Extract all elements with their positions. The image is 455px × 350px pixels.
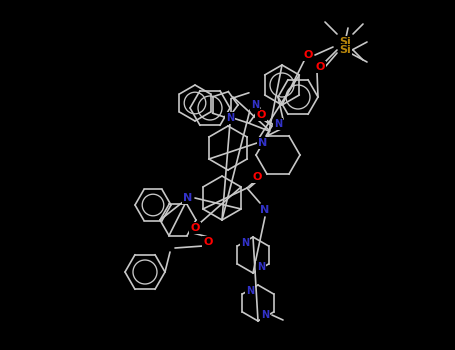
Text: N: N [260, 205, 270, 215]
Text: N: N [257, 262, 265, 272]
Text: N: N [246, 286, 254, 296]
Text: N: N [183, 193, 192, 203]
Text: N: N [258, 138, 268, 148]
Text: Si: Si [339, 37, 351, 47]
Text: N: N [226, 113, 234, 123]
Text: O: O [203, 237, 212, 247]
Text: N: N [274, 119, 282, 129]
Text: O: O [190, 223, 200, 233]
Text: O: O [315, 62, 325, 72]
Text: Si: Si [339, 45, 351, 55]
Text: N: N [261, 310, 269, 320]
Text: O: O [303, 50, 313, 60]
Text: O: O [253, 172, 262, 182]
Text: N: N [251, 100, 259, 110]
Text: O: O [256, 110, 266, 120]
Text: N: N [241, 238, 249, 248]
